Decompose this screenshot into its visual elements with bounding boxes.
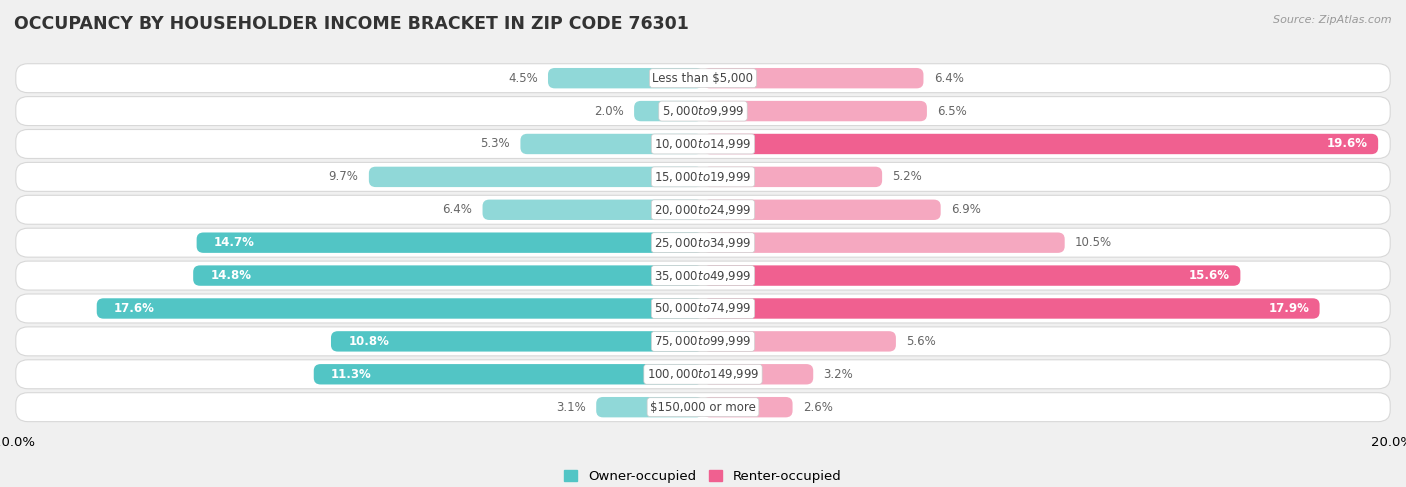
Text: 15.6%: 15.6% [1189,269,1230,282]
FancyBboxPatch shape [97,298,703,318]
FancyBboxPatch shape [703,232,1064,253]
Text: $50,000 to $74,999: $50,000 to $74,999 [654,301,752,316]
FancyBboxPatch shape [482,200,703,220]
FancyBboxPatch shape [703,298,1320,318]
Text: Less than $5,000: Less than $5,000 [652,72,754,85]
FancyBboxPatch shape [703,397,793,417]
Text: 17.6%: 17.6% [114,302,155,315]
FancyBboxPatch shape [193,265,703,286]
Text: $75,000 to $99,999: $75,000 to $99,999 [654,335,752,348]
Text: 3.1%: 3.1% [557,401,586,413]
FancyBboxPatch shape [15,162,1391,191]
FancyBboxPatch shape [703,265,1240,286]
Text: 14.7%: 14.7% [214,236,254,249]
Text: 2.6%: 2.6% [803,401,832,413]
FancyBboxPatch shape [15,228,1391,257]
Text: 6.5%: 6.5% [938,105,967,117]
FancyBboxPatch shape [703,167,882,187]
Text: 6.4%: 6.4% [443,203,472,216]
FancyBboxPatch shape [596,397,703,417]
Text: $5,000 to $9,999: $5,000 to $9,999 [662,104,744,118]
FancyBboxPatch shape [15,294,1391,323]
Text: $150,000 or more: $150,000 or more [650,401,756,413]
Text: 10.5%: 10.5% [1076,236,1112,249]
FancyBboxPatch shape [548,68,703,88]
FancyBboxPatch shape [15,261,1391,290]
Text: 5.3%: 5.3% [481,137,510,150]
Text: 4.5%: 4.5% [508,72,537,85]
Text: 10.8%: 10.8% [349,335,389,348]
Text: 9.7%: 9.7% [329,170,359,184]
FancyBboxPatch shape [634,101,703,121]
Text: $15,000 to $19,999: $15,000 to $19,999 [654,170,752,184]
FancyBboxPatch shape [703,101,927,121]
FancyBboxPatch shape [703,134,1378,154]
Text: $100,000 to $149,999: $100,000 to $149,999 [647,367,759,381]
FancyBboxPatch shape [330,331,703,352]
FancyBboxPatch shape [314,364,703,384]
FancyBboxPatch shape [197,232,703,253]
FancyBboxPatch shape [368,167,703,187]
FancyBboxPatch shape [703,200,941,220]
Text: 6.4%: 6.4% [934,72,963,85]
FancyBboxPatch shape [15,327,1391,356]
Text: 2.0%: 2.0% [593,105,624,117]
Text: 11.3%: 11.3% [330,368,371,381]
Text: OCCUPANCY BY HOUSEHOLDER INCOME BRACKET IN ZIP CODE 76301: OCCUPANCY BY HOUSEHOLDER INCOME BRACKET … [14,15,689,33]
Text: 6.9%: 6.9% [950,203,981,216]
FancyBboxPatch shape [15,130,1391,158]
Text: 17.9%: 17.9% [1268,302,1309,315]
FancyBboxPatch shape [703,331,896,352]
FancyBboxPatch shape [15,393,1391,422]
Text: 5.2%: 5.2% [893,170,922,184]
Text: 3.2%: 3.2% [824,368,853,381]
FancyBboxPatch shape [15,195,1391,224]
Text: $25,000 to $34,999: $25,000 to $34,999 [654,236,752,250]
FancyBboxPatch shape [15,64,1391,93]
Text: 14.8%: 14.8% [211,269,252,282]
FancyBboxPatch shape [520,134,703,154]
Text: 19.6%: 19.6% [1327,137,1368,150]
Text: $10,000 to $14,999: $10,000 to $14,999 [654,137,752,151]
FancyBboxPatch shape [703,364,813,384]
Legend: Owner-occupied, Renter-occupied: Owner-occupied, Renter-occupied [560,465,846,487]
Text: $20,000 to $24,999: $20,000 to $24,999 [654,203,752,217]
FancyBboxPatch shape [15,96,1391,126]
Text: 5.6%: 5.6% [907,335,936,348]
Text: Source: ZipAtlas.com: Source: ZipAtlas.com [1274,15,1392,25]
FancyBboxPatch shape [703,68,924,88]
Text: $35,000 to $49,999: $35,000 to $49,999 [654,268,752,282]
FancyBboxPatch shape [15,360,1391,389]
